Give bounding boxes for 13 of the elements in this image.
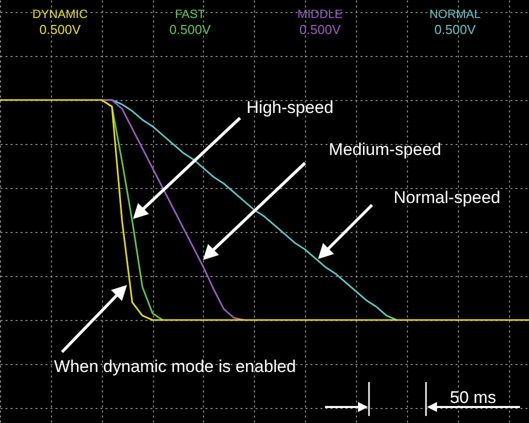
- text: When dynamic mode is enabled: [54, 357, 296, 376]
- text: 0.500V: [169, 22, 211, 37]
- annotation: High-speed: [246, 98, 334, 117]
- text: 0.500V: [434, 22, 476, 37]
- text: 0.500V: [299, 22, 341, 37]
- text: NORMAL: [429, 7, 481, 21]
- text: MIDDLE: [297, 7, 343, 21]
- text: 0.500V: [39, 22, 81, 37]
- annotation: Medium-speed: [328, 140, 442, 159]
- text: FAST: [174, 7, 206, 21]
- annotation: Normal-speed: [394, 188, 500, 207]
- text: 50 ms: [450, 388, 496, 407]
- text: DYNAMIC: [32, 7, 88, 21]
